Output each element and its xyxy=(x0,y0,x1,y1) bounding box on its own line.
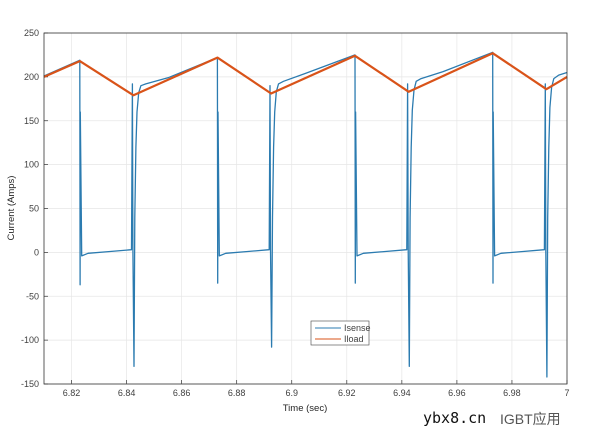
x-tick-label: 6.82 xyxy=(63,388,81,398)
y-tick-label: 100 xyxy=(24,160,39,170)
y-axis-label: Current (Amps) xyxy=(6,176,17,241)
y-tick-label: 150 xyxy=(24,116,39,126)
x-tick-label: 6.92 xyxy=(338,388,356,398)
x-tick-label: 6.98 xyxy=(503,388,521,398)
series-line-iload xyxy=(43,52,568,97)
y-tick-label: 0 xyxy=(34,247,39,257)
x-tick-label: 7 xyxy=(564,388,569,398)
y-tick-label: -150 xyxy=(21,379,39,389)
tick-labels: 6.82 6.84 6.86 6.88 6.9 6.92 6.94 6.96 6.98 7 -150… xyxy=(21,28,570,398)
grid xyxy=(44,32,568,385)
y-tick-label: 250 xyxy=(24,28,39,38)
x-axis-label: Time (sec) xyxy=(283,403,328,414)
y-tick-label: -100 xyxy=(21,335,39,345)
legend-label-isense: Isense xyxy=(344,323,371,333)
y-tick-label: -50 xyxy=(26,291,39,301)
y-tick-label: 50 xyxy=(29,204,39,214)
x-tick-label: 6.86 xyxy=(173,388,191,398)
series-lines xyxy=(43,51,568,378)
watermark-site: ybx8.cn xyxy=(423,409,487,427)
series-line-isense xyxy=(43,51,568,378)
x-tick-label: 6.94 xyxy=(393,388,411,398)
x-tick-label: 6.84 xyxy=(118,388,136,398)
x-tick-label: 6.96 xyxy=(448,388,466,398)
y-tick-label: 200 xyxy=(24,72,39,82)
x-tick-label: 6.88 xyxy=(228,388,246,398)
plot-frame xyxy=(43,32,568,385)
watermark-brand: IGBT应用 xyxy=(500,411,561,427)
legend-label-iload: Iload xyxy=(344,334,364,344)
legend: Isense Iload xyxy=(310,320,371,346)
x-tick-label: 6.9 xyxy=(285,388,298,398)
